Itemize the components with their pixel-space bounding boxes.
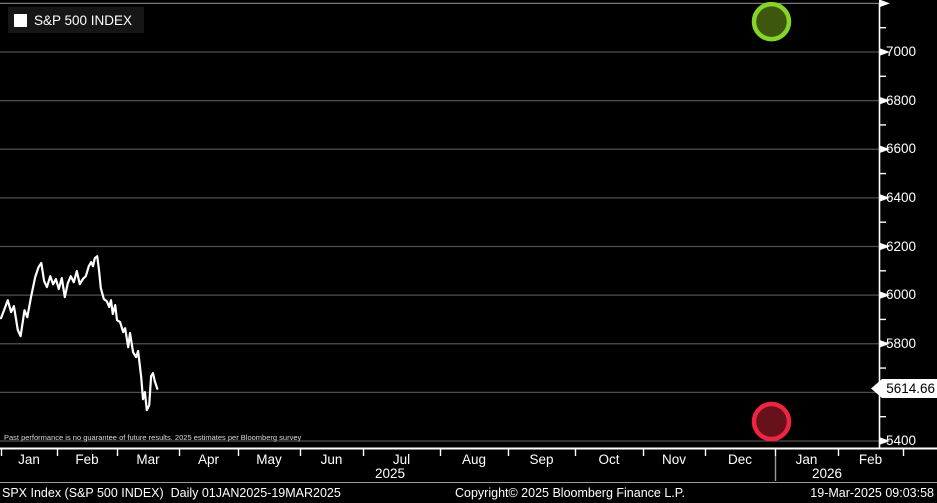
disclaimer-text: Past performance is no guarantee of futu… — [4, 433, 302, 442]
y-major-tick-arrow-icon — [879, 242, 890, 251]
y-tick-label: 6000 — [886, 287, 917, 303]
y-tick-label: 7000 — [886, 44, 917, 59]
x-month-label: Dec — [727, 452, 752, 467]
x-year-label: 2025 — [374, 466, 406, 481]
y-major-tick-arrow-icon — [879, 339, 890, 348]
x-month-label: Jan — [18, 452, 40, 467]
x-month-label: Apr — [197, 452, 219, 467]
y-tick-label: 6800 — [886, 92, 917, 108]
x-month-label: Sep — [529, 452, 554, 467]
x-month-label: Aug — [461, 452, 487, 467]
timestamp: 19-Mar-2025 09:03:58 — [810, 486, 934, 500]
last-price-badge: 5614.66 — [871, 379, 937, 398]
x-month-label: Mar — [136, 452, 160, 467]
y-tick-label: 6200 — [886, 238, 917, 254]
y-tick-label: 6600 — [886, 141, 917, 157]
x-month-label: Jan — [795, 452, 818, 467]
y-major-tick-arrow-icon — [879, 0, 890, 8]
copyright-text: Copyright© 2025 Bloomberg Finance L.P. — [455, 486, 685, 500]
y-major-tick-arrow-icon — [879, 193, 890, 202]
x-month-label: Jul — [392, 452, 411, 467]
price-line-series — [0, 255, 159, 412]
x-month-label: May — [256, 452, 282, 467]
x-month-label: Oct — [598, 452, 620, 467]
x-year-label: 2026 — [811, 466, 843, 481]
y-major-tick-arrow-icon — [879, 145, 890, 154]
y-major-tick-arrow-icon — [879, 291, 890, 300]
x-month-label: Feb — [75, 452, 99, 467]
x-month-label: Feb — [858, 452, 883, 467]
legend-label: S&P 500 INDEX — [34, 12, 133, 28]
y-major-tick-arrow-icon — [879, 48, 890, 56]
legend-swatch-icon — [14, 13, 27, 27]
status-bar: SPX Index (S&P 500 INDEX) Daily 01JAN202… — [0, 482, 937, 503]
survey-estimate-low-marker — [751, 401, 792, 442]
x-month-label: Jun — [320, 452, 343, 467]
y-tick-label: 6400 — [886, 189, 917, 205]
security-description: SPX Index (S&P 500 INDEX) Daily 01JAN202… — [2, 486, 341, 500]
survey-estimate-high-marker — [751, 1, 792, 42]
legend[interactable]: S&P 500 INDEX — [8, 7, 145, 33]
y-tick-label: 5800 — [886, 335, 917, 351]
x-month-label: Nov — [661, 452, 686, 467]
y-major-tick-arrow-icon — [879, 96, 890, 105]
y-tick-label: 5400 — [886, 433, 917, 448]
y-major-tick-arrow-icon — [879, 437, 890, 445]
